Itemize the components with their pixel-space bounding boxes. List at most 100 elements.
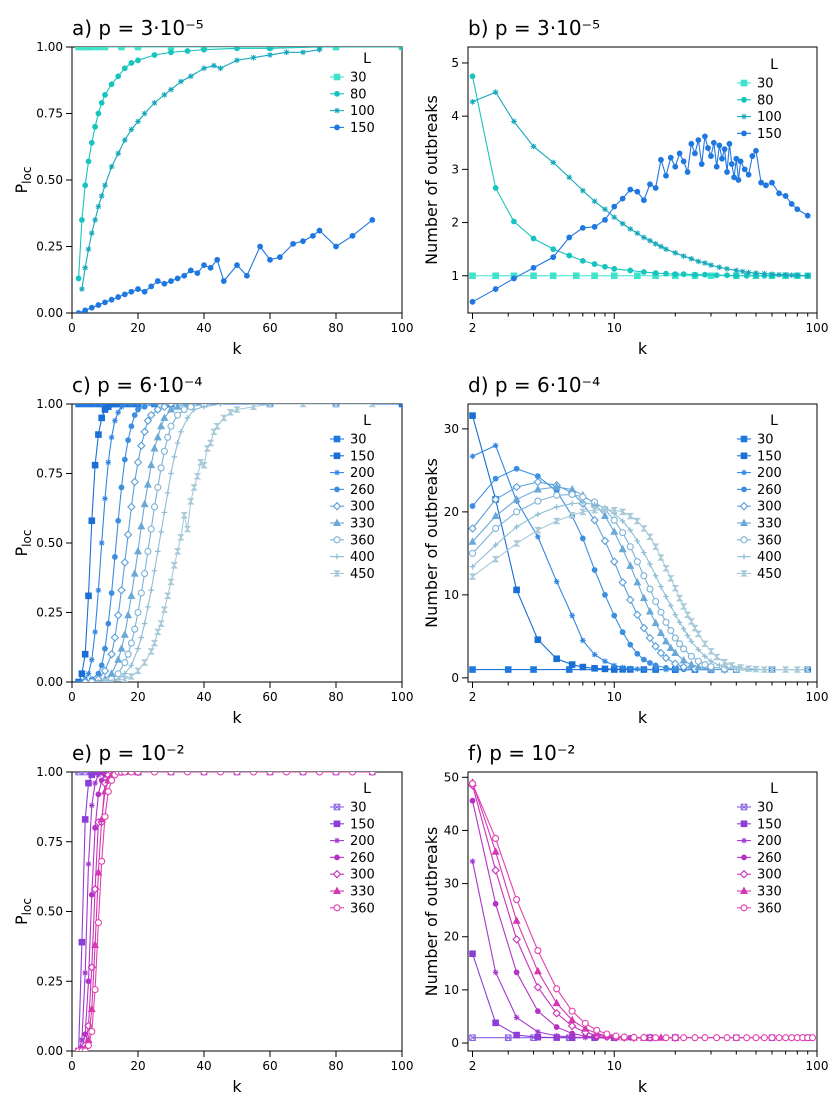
data-point <box>511 118 517 125</box>
data-point <box>652 1034 660 1042</box>
legend-marker <box>739 869 749 879</box>
data-point <box>716 264 723 271</box>
y-tick-label: 4 <box>451 109 459 123</box>
legend-item: 330 <box>737 885 782 900</box>
data-point <box>743 272 750 279</box>
legend-marker <box>740 820 748 828</box>
data-point <box>694 662 703 671</box>
data-point <box>157 421 166 430</box>
data-point <box>663 246 669 252</box>
data-point <box>591 272 598 280</box>
legend-item: 450 <box>737 567 782 582</box>
data-point <box>530 666 537 673</box>
data-point <box>641 234 647 241</box>
legend-item: 330 <box>330 885 375 900</box>
data-point <box>121 658 129 667</box>
data-point <box>640 656 647 663</box>
data-point <box>672 271 679 278</box>
data-point <box>645 633 655 643</box>
data-point <box>716 142 723 149</box>
legend-item: 30 <box>737 433 774 448</box>
legend-marker <box>740 79 748 87</box>
data-point <box>160 413 169 421</box>
data-point <box>763 182 769 189</box>
data-point <box>174 275 181 282</box>
x-tick-label: 100 <box>806 690 829 704</box>
data-point <box>724 169 730 175</box>
data-point <box>368 404 377 408</box>
legend-marker <box>740 904 748 912</box>
legend-item: 360 <box>330 901 375 916</box>
legend-label: 300 <box>757 868 782 883</box>
data-point <box>82 264 88 271</box>
x-tick-label: 40 <box>196 690 211 704</box>
data-point <box>203 445 212 452</box>
x-tick-label: 80 <box>328 690 343 704</box>
legend-item: 450 <box>330 567 375 582</box>
legend-marker <box>741 130 747 137</box>
data-point <box>92 217 98 223</box>
data-point <box>492 542 499 548</box>
data-point <box>266 772 274 776</box>
legend-item: 200 <box>330 466 375 481</box>
data-point <box>469 950 476 958</box>
data-point <box>127 502 136 512</box>
data-point <box>634 666 641 672</box>
legend-label: 360 <box>350 901 375 916</box>
data-point <box>348 772 357 776</box>
data-point <box>593 1026 601 1034</box>
legend-item: 30 <box>330 71 367 86</box>
data-point <box>283 49 290 56</box>
series-line <box>104 404 373 682</box>
legend-item: 80 <box>737 93 774 108</box>
data-point <box>200 772 208 776</box>
data-point <box>680 626 687 632</box>
data-point <box>512 935 521 944</box>
data-point <box>187 404 195 411</box>
data-point <box>753 270 759 276</box>
series-line <box>78 772 138 1051</box>
data-point <box>163 592 172 600</box>
data-point <box>135 286 141 292</box>
data-point <box>141 404 148 410</box>
legend-item: 150 <box>330 449 375 464</box>
data-point <box>299 772 307 776</box>
data-point <box>627 226 634 232</box>
data-point <box>220 278 227 284</box>
data-point <box>168 278 174 284</box>
legend-item: 30 <box>330 801 367 816</box>
data-point <box>190 484 198 491</box>
data-point <box>491 555 500 563</box>
data-point <box>619 220 626 227</box>
legend-marker <box>333 820 341 828</box>
legend-label: 200 <box>350 466 375 481</box>
data-point <box>701 640 709 648</box>
data-point <box>88 517 96 525</box>
data-point <box>688 638 695 645</box>
data-point <box>619 664 626 671</box>
data-point <box>173 548 182 555</box>
data-point <box>171 454 178 460</box>
data-point <box>658 156 664 163</box>
series-L-450 <box>468 506 812 673</box>
data-point <box>290 240 297 247</box>
legend-marker <box>334 837 340 844</box>
data-point <box>167 422 175 430</box>
series-line <box>471 800 676 1039</box>
data-point <box>117 585 126 595</box>
data-point <box>153 405 163 414</box>
data-point <box>135 404 141 407</box>
data-point <box>671 634 679 642</box>
data-point <box>491 866 500 875</box>
legend-title: L <box>770 413 778 429</box>
data-point <box>639 623 649 633</box>
x-tick-label: 10 <box>607 321 622 335</box>
data-point <box>244 272 250 279</box>
data-point <box>333 243 339 250</box>
data-point <box>282 772 291 776</box>
data-point <box>399 47 402 50</box>
data-point <box>168 49 174 56</box>
data-point <box>128 423 135 430</box>
y-tick-label: 2 <box>451 216 459 230</box>
